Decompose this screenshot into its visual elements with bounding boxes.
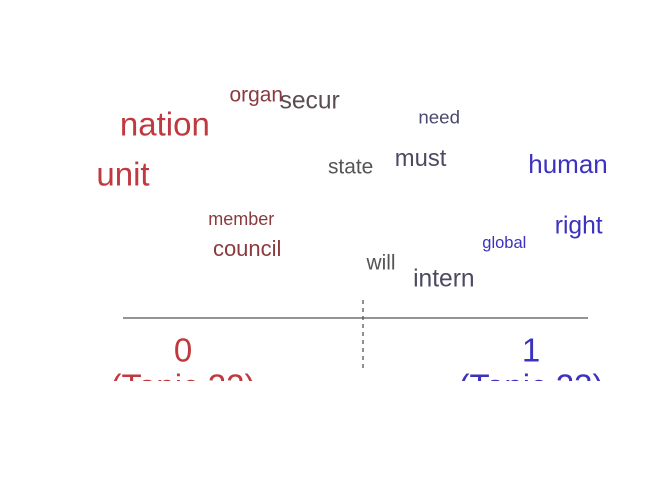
word-unit: unit bbox=[96, 155, 150, 193]
axis-layer bbox=[123, 300, 588, 372]
word-organ: organ bbox=[229, 83, 283, 107]
word-secur: secur bbox=[279, 87, 340, 115]
word-state: state bbox=[327, 155, 374, 179]
word-council: council bbox=[212, 236, 282, 261]
pole-left-label: (Topic 22) bbox=[111, 370, 256, 382]
pole-right-label: (Topic 23) bbox=[459, 370, 604, 382]
pole-right-value: 1 bbox=[521, 331, 541, 369]
word-human: human bbox=[528, 149, 608, 179]
chart-clip: organ secur nation need state must human unit me… bbox=[96, 83, 608, 382]
word-nation: nation bbox=[119, 105, 210, 143]
word-member: member bbox=[208, 209, 275, 229]
pole-left-value: 0 bbox=[173, 331, 193, 369]
word-right: right bbox=[554, 212, 603, 240]
word-global: global bbox=[482, 233, 527, 252]
word-must: must bbox=[394, 145, 447, 173]
word-will: will bbox=[366, 251, 396, 275]
word-need: need bbox=[418, 106, 460, 128]
word-intern: intern bbox=[413, 265, 475, 293]
